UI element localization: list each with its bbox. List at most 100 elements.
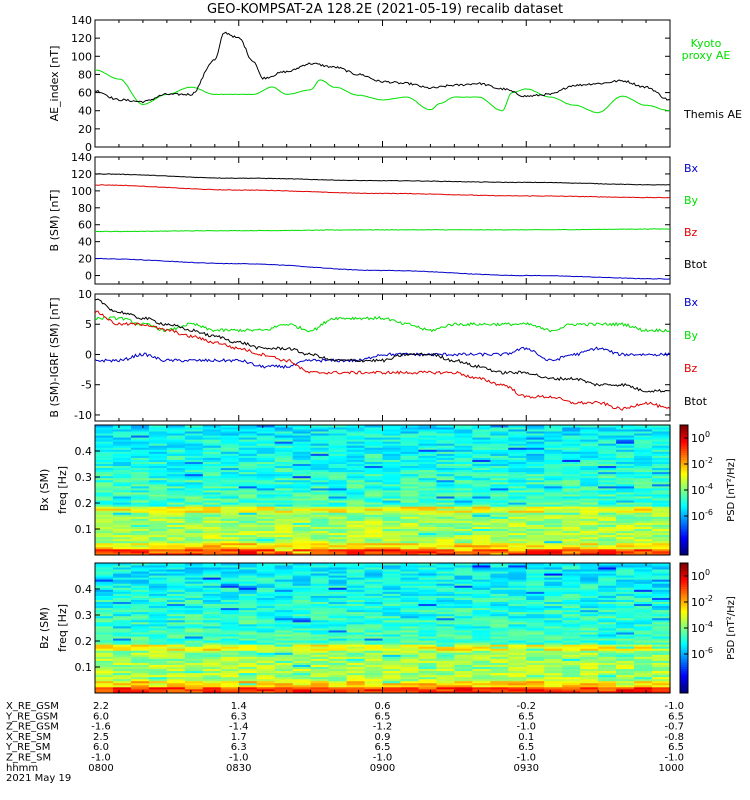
y-tick-label: 140 bbox=[71, 151, 92, 164]
spectrogram-cell bbox=[328, 658, 348, 661]
spectrogram-cell bbox=[346, 573, 366, 576]
spectrogram-cell bbox=[274, 636, 294, 639]
spectrogram-cell bbox=[544, 544, 563, 548]
spectrogram-cell bbox=[436, 676, 455, 680]
spectrogram-cell bbox=[328, 508, 348, 511]
spectrogram-cell bbox=[454, 437, 473, 440]
spectrogram-cell bbox=[634, 668, 653, 672]
spectrogram-cell bbox=[310, 437, 330, 440]
spectrogram-cell bbox=[130, 656, 150, 659]
spectrogram-cell bbox=[454, 666, 473, 670]
spectrogram-cell bbox=[364, 510, 384, 513]
spectrogram-cell bbox=[166, 467, 186, 471]
spectrogram-cell bbox=[328, 463, 348, 467]
spectrogram-cell bbox=[292, 536, 312, 540]
spectrogram-cell bbox=[472, 467, 491, 471]
spectrogram-cell bbox=[544, 585, 563, 588]
spectrogram-cell bbox=[220, 516, 240, 519]
spectrogram-cell bbox=[148, 542, 168, 546]
spectrogram-cell bbox=[490, 595, 509, 598]
spectrogram-cell bbox=[400, 530, 420, 534]
spectrogram-cell bbox=[508, 473, 527, 477]
spectrogram-cell bbox=[166, 628, 186, 631]
spectrogram-cell bbox=[400, 528, 420, 532]
spectrogram-cell bbox=[490, 581, 509, 584]
spectrogram-cell bbox=[580, 591, 599, 594]
spectrogram-cell bbox=[202, 607, 222, 611]
spectrogram-cell bbox=[382, 544, 402, 548]
spectrogram-cell bbox=[256, 583, 276, 586]
spectrogram-cell bbox=[274, 607, 294, 611]
spectrogram-cell bbox=[310, 451, 330, 454]
spectrogram-cell bbox=[112, 502, 132, 505]
spectrogram-cell bbox=[166, 652, 186, 655]
spectrogram-cell bbox=[508, 520, 527, 523]
spectrogram-cell bbox=[220, 632, 240, 635]
spectrogram-cell bbox=[130, 662, 150, 665]
spectrogram-cell bbox=[184, 678, 204, 682]
spectrogram-cell bbox=[490, 439, 509, 442]
spectrogram-cell bbox=[454, 644, 473, 647]
spectrogram-cell bbox=[274, 542, 294, 546]
spectrogram-cell bbox=[400, 571, 420, 574]
spectrogram-cell bbox=[130, 666, 150, 670]
spectrogram-cell bbox=[526, 536, 545, 540]
spectrogram-cell bbox=[490, 498, 509, 501]
spectrogram-cell bbox=[454, 496, 473, 499]
spectrogram-cell bbox=[598, 625, 617, 629]
spectrogram-cell bbox=[382, 427, 402, 430]
spectrogram-cell bbox=[130, 682, 150, 686]
spectrogram-cell bbox=[346, 595, 366, 598]
spectrogram-cell bbox=[112, 563, 132, 566]
spectrogram-cell bbox=[274, 563, 294, 566]
spectrogram-cell bbox=[95, 528, 114, 532]
spectrogram-cell bbox=[256, 463, 276, 467]
spectrogram-cell bbox=[292, 522, 312, 525]
colorbar-swatch bbox=[680, 472, 688, 476]
spectrogram-cell bbox=[436, 565, 455, 568]
spectrogram-cell bbox=[454, 463, 473, 467]
spectrogram-cell bbox=[112, 625, 132, 629]
spectrogram-cell bbox=[238, 490, 258, 493]
spectrogram-cell bbox=[562, 510, 581, 513]
spectrogram-cell bbox=[544, 607, 563, 611]
spectrogram-cell bbox=[400, 477, 420, 481]
spectrogram-cell bbox=[418, 573, 438, 576]
spectrogram-cell bbox=[130, 579, 150, 582]
spectrogram-cell bbox=[454, 471, 473, 475]
spectrogram-cell bbox=[184, 459, 204, 462]
spectrogram-cell bbox=[184, 463, 204, 467]
spectrogram-cell bbox=[328, 585, 348, 588]
spectrogram-cell bbox=[472, 429, 491, 432]
spectrogram-cell bbox=[616, 427, 635, 430]
spectrogram-cell bbox=[148, 569, 168, 572]
spectrogram-cell bbox=[148, 548, 168, 552]
spectrogram-cell bbox=[382, 593, 402, 596]
spectrogram-cell bbox=[130, 654, 150, 657]
spectrogram-cell bbox=[112, 573, 132, 576]
spectrogram-cell bbox=[544, 573, 563, 576]
spectrogram-cell bbox=[436, 573, 455, 576]
spectrogram-cell bbox=[95, 439, 114, 442]
spectrogram-cell bbox=[95, 690, 114, 694]
spectrogram-cell bbox=[580, 508, 599, 511]
colorbar-swatch bbox=[680, 656, 688, 659]
spectrogram-cell bbox=[256, 640, 276, 643]
colorbar-swatch bbox=[680, 446, 688, 450]
spectrogram-cell bbox=[562, 601, 581, 605]
spectrogram-cell bbox=[580, 593, 599, 596]
spectrogram-cell bbox=[454, 579, 473, 582]
spectrogram-cell bbox=[184, 532, 204, 536]
spectrogram-cell bbox=[166, 433, 186, 436]
spectrogram-cell bbox=[652, 471, 671, 475]
spectrogram-cell bbox=[544, 506, 563, 509]
spectrogram-cell bbox=[454, 688, 473, 692]
spectrogram-cell bbox=[346, 632, 366, 635]
spectrogram-cell bbox=[328, 668, 348, 672]
spectrogram-cell bbox=[616, 528, 635, 532]
spectrogram-cell bbox=[256, 532, 276, 536]
spectrogram-cell bbox=[454, 502, 473, 505]
spectrogram-cell bbox=[544, 617, 563, 621]
spectrogram-cell bbox=[346, 514, 366, 517]
spectrogram-cell bbox=[364, 611, 384, 615]
